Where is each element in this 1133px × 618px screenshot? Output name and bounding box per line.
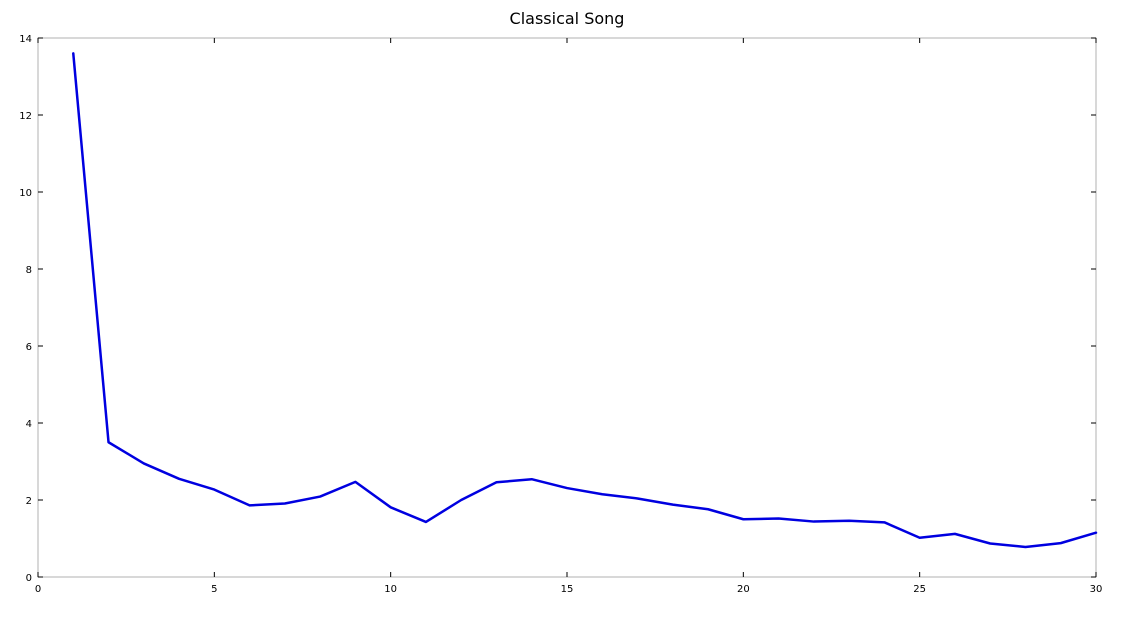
data-point — [566, 487, 568, 489]
data-point — [248, 504, 251, 507]
x-tick-label: 20 — [737, 584, 750, 595]
data-point — [777, 517, 780, 520]
data-point — [918, 536, 921, 539]
y-tick-label: 12 — [19, 111, 32, 122]
data-point — [813, 520, 815, 523]
data-point — [213, 488, 216, 491]
data-point — [389, 506, 392, 509]
series-layer — [72, 52, 1098, 549]
data-point — [319, 495, 321, 498]
data-point — [1024, 546, 1027, 548]
x-tick-label: 15 — [561, 584, 574, 595]
plot-frame — [37, 37, 1097, 578]
data-point — [883, 521, 886, 524]
y-tick-label: 14 — [19, 34, 32, 45]
data-point — [460, 499, 463, 501]
y-tick-label: 8 — [26, 265, 32, 276]
data-point — [707, 508, 709, 511]
x-tick-label: 10 — [384, 584, 397, 595]
data-point — [143, 462, 145, 465]
series-line — [72, 52, 1098, 549]
data-point — [178, 478, 180, 480]
data-point — [1059, 542, 1062, 544]
data-point — [636, 497, 639, 500]
data-point — [284, 502, 286, 505]
data-point — [672, 503, 674, 506]
x-tick-label: 25 — [913, 584, 926, 595]
data-point — [989, 542, 991, 545]
data-point — [954, 533, 956, 535]
data-point — [72, 52, 75, 55]
chart-title: Classical Song — [510, 9, 625, 28]
data-point — [107, 441, 110, 444]
x-tick-label: 5 — [211, 584, 217, 595]
data-point — [354, 481, 357, 483]
data-point — [601, 493, 604, 496]
data-point — [495, 481, 498, 484]
y-tick-label: 2 — [26, 496, 32, 507]
y-tick-label: 0 — [26, 573, 32, 584]
x-tick-label: 30 — [1090, 584, 1103, 595]
y-tick-label: 10 — [19, 188, 32, 199]
x-tick-label: 0 — [35, 584, 41, 595]
data-point — [530, 478, 533, 481]
y-tick-label: 4 — [26, 419, 32, 430]
axis-ticks: 0 5 10 15 20 25 30 0 2 4 6 8 10 12 14 — [19, 34, 1102, 595]
data-point — [742, 518, 745, 521]
data-point — [1095, 531, 1097, 534]
y-tick-label: 6 — [26, 342, 32, 353]
data-point — [425, 521, 427, 523]
data-point — [848, 519, 850, 522]
